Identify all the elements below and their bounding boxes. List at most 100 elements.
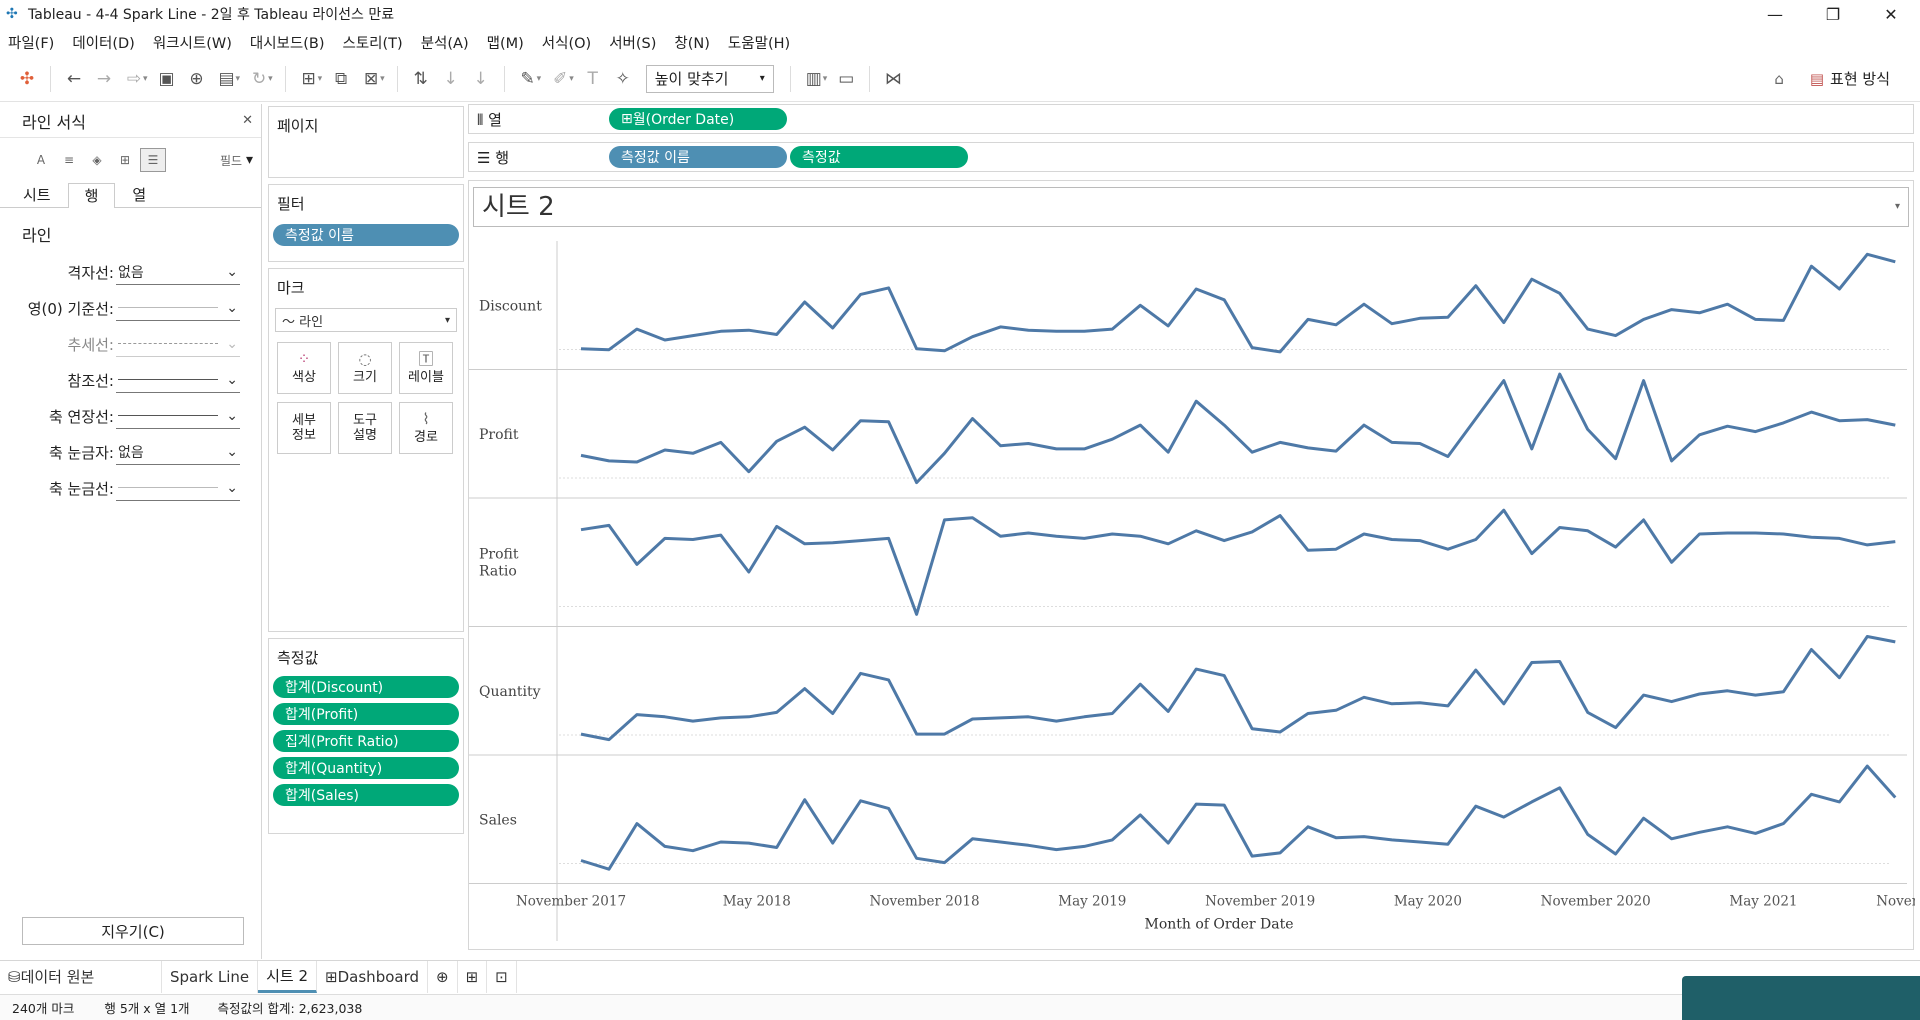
detail-button[interactable]: 세부 정보 — [277, 402, 331, 454]
new-datasource-icon[interactable]: ⊕ — [189, 68, 204, 89]
minimize-icon[interactable]: — — [1767, 4, 1783, 24]
undo-icon[interactable]: ← — [66, 68, 82, 89]
drop-line-label: 축 연장선: — [48, 407, 114, 426]
menu-worksheet[interactable]: 워크시트(W) — [152, 35, 232, 52]
dropdown-icon[interactable]: ▾ — [317, 73, 323, 84]
tab-rows[interactable]: 행 — [67, 183, 116, 208]
dropdown-icon[interactable]: ▾ — [380, 73, 385, 84]
measure-pill[interactable]: 합계(Quantity) — [273, 757, 459, 779]
gridlines-dropdown[interactable]: 없음 ⌄ — [116, 259, 240, 285]
dropdown-icon[interactable]: ▾ — [569, 73, 574, 84]
new-sheet-icon[interactable]: ⊞ — [301, 68, 316, 89]
zero-line-dropdown[interactable]: ⌄ — [116, 295, 240, 321]
new-worksheet-icon[interactable]: ⊕ — [428, 960, 458, 993]
dropdown-icon[interactable]: ▾ — [822, 73, 828, 84]
rows-pill-measure-values[interactable]: 측정값 — [790, 146, 968, 168]
highlight-icon[interactable]: ✎ — [520, 68, 535, 89]
size-button[interactable]: ◌ 크기 — [338, 342, 392, 394]
rows-shelf[interactable]: ☰ 행 측정값 이름 측정값 — [468, 142, 1914, 172]
columns-pill-order-date[interactable]: ⊞ 월(Order Date) — [609, 108, 787, 130]
sheet-tab[interactable]: Spark Line — [162, 960, 259, 993]
show-labels-icon[interactable]: T — [587, 68, 598, 89]
fit-dropdown[interactable]: 높이 맞추기 ▾ — [645, 64, 774, 93]
sheet-tab[interactable]: 시트 2 — [258, 960, 318, 993]
dropdown-icon[interactable]: ▾ — [235, 73, 241, 84]
pause-update-icon[interactable]: ▤ — [218, 68, 235, 89]
chevron-down-icon: ▾ — [759, 73, 765, 84]
dashboard-tab[interactable]: ⊞ Dashboard — [317, 960, 429, 993]
show-cards-icon[interactable]: ▥ — [805, 68, 822, 89]
menu-format[interactable]: 서식(O) — [541, 35, 592, 52]
share-icon[interactable]: ⋈ — [884, 68, 902, 89]
axis-rulers-dropdown[interactable]: 없음 ⌄ — [116, 439, 240, 465]
rows-pill-measure-names[interactable]: 측정값 이름 — [609, 146, 787, 168]
new-story-icon[interactable]: ⊡ — [487, 960, 517, 993]
format-pane-header: 라인 서식 ✕ — [0, 104, 261, 138]
fields-dropdown[interactable]: 필드 ▾ — [218, 148, 253, 172]
clear-button[interactable]: 지우기(C) — [22, 917, 244, 945]
close-icon[interactable]: ✕ — [1884, 4, 1898, 24]
alignment-format-icon[interactable]: ≡ — [63, 153, 75, 167]
tab-columns[interactable]: 열 — [132, 186, 147, 204]
data-source-tab[interactable]: ⛁ 데이터 원본 — [0, 960, 162, 993]
refresh-icon[interactable]: ↻ — [251, 68, 267, 89]
path-button[interactable]: ⌇ 경로 — [399, 402, 453, 454]
presentation-mode-icon[interactable]: ▭ — [838, 68, 855, 89]
trend-line-dropdown[interactable]: ⌄ — [116, 331, 240, 357]
measure-pill[interactable]: 합계(Profit) — [273, 703, 459, 725]
menu-file[interactable]: 파일(F) — [8, 35, 55, 52]
x-tick-label: November 2019 — [1205, 894, 1315, 910]
show-me-button[interactable]: ⌂ ▤ 표현 방식 — [1774, 68, 1890, 89]
sort-descending-icon[interactable]: ↓ — [473, 68, 488, 89]
lines-format-icon[interactable]: ☰ — [140, 148, 166, 172]
duplicate-sheet-icon[interactable]: ⧉ — [335, 68, 348, 89]
menu-window[interactable]: 창(N) — [674, 35, 710, 52]
replay-icon[interactable]: ⇨ — [126, 68, 142, 89]
pin-icon[interactable]: ⌂ — [1774, 69, 1784, 88]
pages-card[interactable]: 페이지 — [268, 106, 464, 178]
save-icon[interactable]: ▣ — [158, 68, 175, 89]
fix-axes-icon[interactable]: ✧ — [615, 68, 630, 89]
shading-format-icon[interactable]: ◈ — [92, 153, 102, 167]
chevron-down-icon[interactable]: ▾ — [1894, 201, 1900, 212]
columns-shelf[interactable]: ⫴ 열 ⊞ 월(Order Date) — [468, 104, 1914, 134]
restore-icon[interactable]: ❐ — [1825, 4, 1841, 24]
measure-pill[interactable]: 집계(Profit Ratio) — [273, 730, 459, 752]
dropdown-icon[interactable]: ▾ — [143, 73, 148, 84]
swap-rows-columns-icon[interactable]: ⇅ — [413, 68, 428, 89]
sheet-title[interactable]: 시트 2 ▾ — [473, 187, 1909, 227]
dropdown-icon[interactable]: ▾ — [536, 73, 542, 84]
filters-card[interactable]: 필터 측정값 이름 — [268, 184, 464, 262]
reference-line-dropdown[interactable]: ⌄ — [116, 367, 240, 393]
tableau-start-icon[interactable]: ✣ — [19, 68, 35, 89]
menu-map[interactable]: 맵(M) — [486, 35, 524, 52]
mark-type-dropdown[interactable]: 〜 라인 ▾ — [275, 308, 457, 332]
new-dashboard-icon[interactable]: ⊞ — [458, 960, 488, 993]
axis-ticks-dropdown[interactable]: ⌄ — [116, 475, 240, 501]
color-button[interactable]: ⁘ 색상 — [277, 342, 331, 394]
label-button[interactable]: 🅃 레이블 — [399, 342, 453, 394]
redo-icon[interactable]: → — [96, 68, 112, 89]
menu-dashboard[interactable]: 대시보드(B) — [249, 35, 325, 52]
menu-help[interactable]: 도움말(H) — [727, 35, 791, 52]
menu-story[interactable]: 스토리(T) — [342, 35, 403, 52]
menu-bar: 파일(F) 데이터(D) 워크시트(W) 대시보드(B) 스토리(T) 분석(A… — [0, 30, 808, 54]
menu-data[interactable]: 데이터(D) — [72, 35, 135, 52]
group-members-icon[interactable]: ✐ — [553, 68, 568, 89]
tab-sheet[interactable]: 시트 — [23, 186, 51, 204]
database-icon: ⛁ — [8, 967, 21, 986]
menu-server[interactable]: 서버(S) — [609, 35, 657, 52]
measure-pill[interactable]: 합계(Discount) — [273, 676, 459, 698]
measure-pill[interactable]: 합계(Sales) — [273, 784, 459, 806]
close-icon[interactable]: ✕ — [242, 113, 253, 128]
clear-sheet-icon[interactable]: ⊠ — [364, 68, 379, 89]
drop-line-dropdown[interactable]: ⌄ — [116, 403, 240, 429]
borders-format-icon[interactable]: ⊞ — [119, 153, 131, 167]
tooltip-button[interactable]: 도구 설명 — [338, 402, 392, 454]
sort-ascending-icon[interactable]: ↓ — [443, 68, 458, 89]
notification-panel[interactable] — [1682, 976, 1920, 1020]
font-format-icon[interactable]: A — [36, 153, 46, 167]
dropdown-icon[interactable]: ▾ — [268, 73, 273, 84]
filter-pill-measure-names[interactable]: 측정값 이름 — [273, 224, 459, 246]
menu-analysis[interactable]: 분석(A) — [420, 35, 469, 52]
